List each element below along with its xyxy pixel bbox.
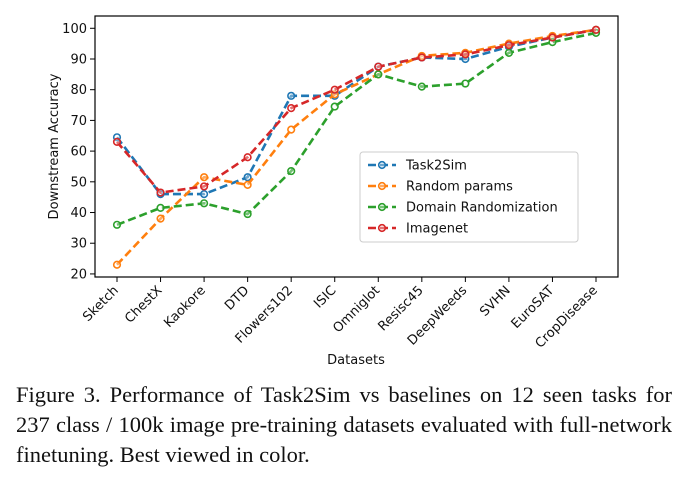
data-point <box>156 214 165 223</box>
data-point <box>374 62 383 71</box>
series-line <box>116 28 597 266</box>
x-tick-label: Kaokore <box>161 283 209 331</box>
legend-box <box>359 151 579 243</box>
figure-caption: Figure 3. Performance of Task2Sim vs bas… <box>16 382 672 467</box>
data-point <box>287 104 296 113</box>
data-point <box>504 48 514 57</box>
data-point <box>156 203 165 213</box>
legend-item: Imagenet <box>368 222 468 237</box>
x-tick-label: ChestX <box>122 283 165 326</box>
y-tick-label: 70 <box>70 114 87 129</box>
data-point <box>591 25 601 34</box>
x-tick-label: ISIC <box>311 283 339 311</box>
data-point <box>374 70 383 79</box>
data-point <box>112 137 122 146</box>
data-point <box>330 102 339 111</box>
x-tick-label: DTD <box>222 283 252 313</box>
data-point <box>199 182 209 191</box>
legend-item: Task2Sim <box>368 159 467 174</box>
data-point <box>461 50 470 59</box>
data-point <box>199 189 209 199</box>
y-tick-label: 20 <box>70 267 87 282</box>
data-point <box>287 166 296 176</box>
data-point <box>287 91 296 100</box>
legend-label: Task2Sim <box>405 159 467 174</box>
series-domain-randomization <box>112 28 601 229</box>
legend-marker <box>377 181 387 191</box>
y-tick-label: 50 <box>70 175 87 190</box>
legend-label: Domain Randomization <box>406 201 558 216</box>
legend-marker <box>377 202 387 212</box>
y-tick-label: 100 <box>62 22 87 37</box>
y-tick-label: 80 <box>70 83 87 98</box>
series-imagenet <box>112 25 601 197</box>
y-tick-label: 90 <box>70 52 87 67</box>
data-point <box>243 153 252 162</box>
y-tick-label: 30 <box>70 237 87 252</box>
x-tick-label: Omniglot <box>330 283 383 336</box>
series-line <box>116 28 597 194</box>
data-point <box>287 125 296 134</box>
data-point <box>243 209 252 219</box>
data-point <box>417 82 426 91</box>
y-axis-label: Downstream Accuracy <box>47 73 62 219</box>
data-point <box>548 33 557 42</box>
legend-marker <box>377 223 387 233</box>
series-line <box>116 31 597 227</box>
data-point <box>199 173 209 182</box>
data-point <box>461 79 470 88</box>
x-tick-label: Sketch <box>80 283 122 325</box>
data-point <box>243 173 252 182</box>
legend: Task2Sim Random params Domain Randomizatio… <box>359 151 579 243</box>
legend-marker <box>377 160 387 170</box>
data-point <box>156 188 165 197</box>
x-axis-label: Datasets <box>327 353 385 368</box>
y-tick-label: 40 <box>70 206 87 221</box>
data-point <box>199 199 209 208</box>
data-point <box>112 260 122 269</box>
legend-label: Random params <box>406 180 513 195</box>
legend-item: Domain Randomization <box>368 201 558 216</box>
legend-item: Random params <box>368 180 513 195</box>
data-point <box>504 41 514 50</box>
data-point <box>243 180 252 189</box>
x-tick-label: SVHN <box>477 283 514 320</box>
data-point <box>330 85 339 94</box>
legend-label: Imagenet <box>406 222 468 237</box>
data-point <box>417 53 426 62</box>
plot-frame <box>94 15 619 278</box>
y-tick-label: 60 <box>70 145 87 160</box>
data-point <box>112 220 122 229</box>
